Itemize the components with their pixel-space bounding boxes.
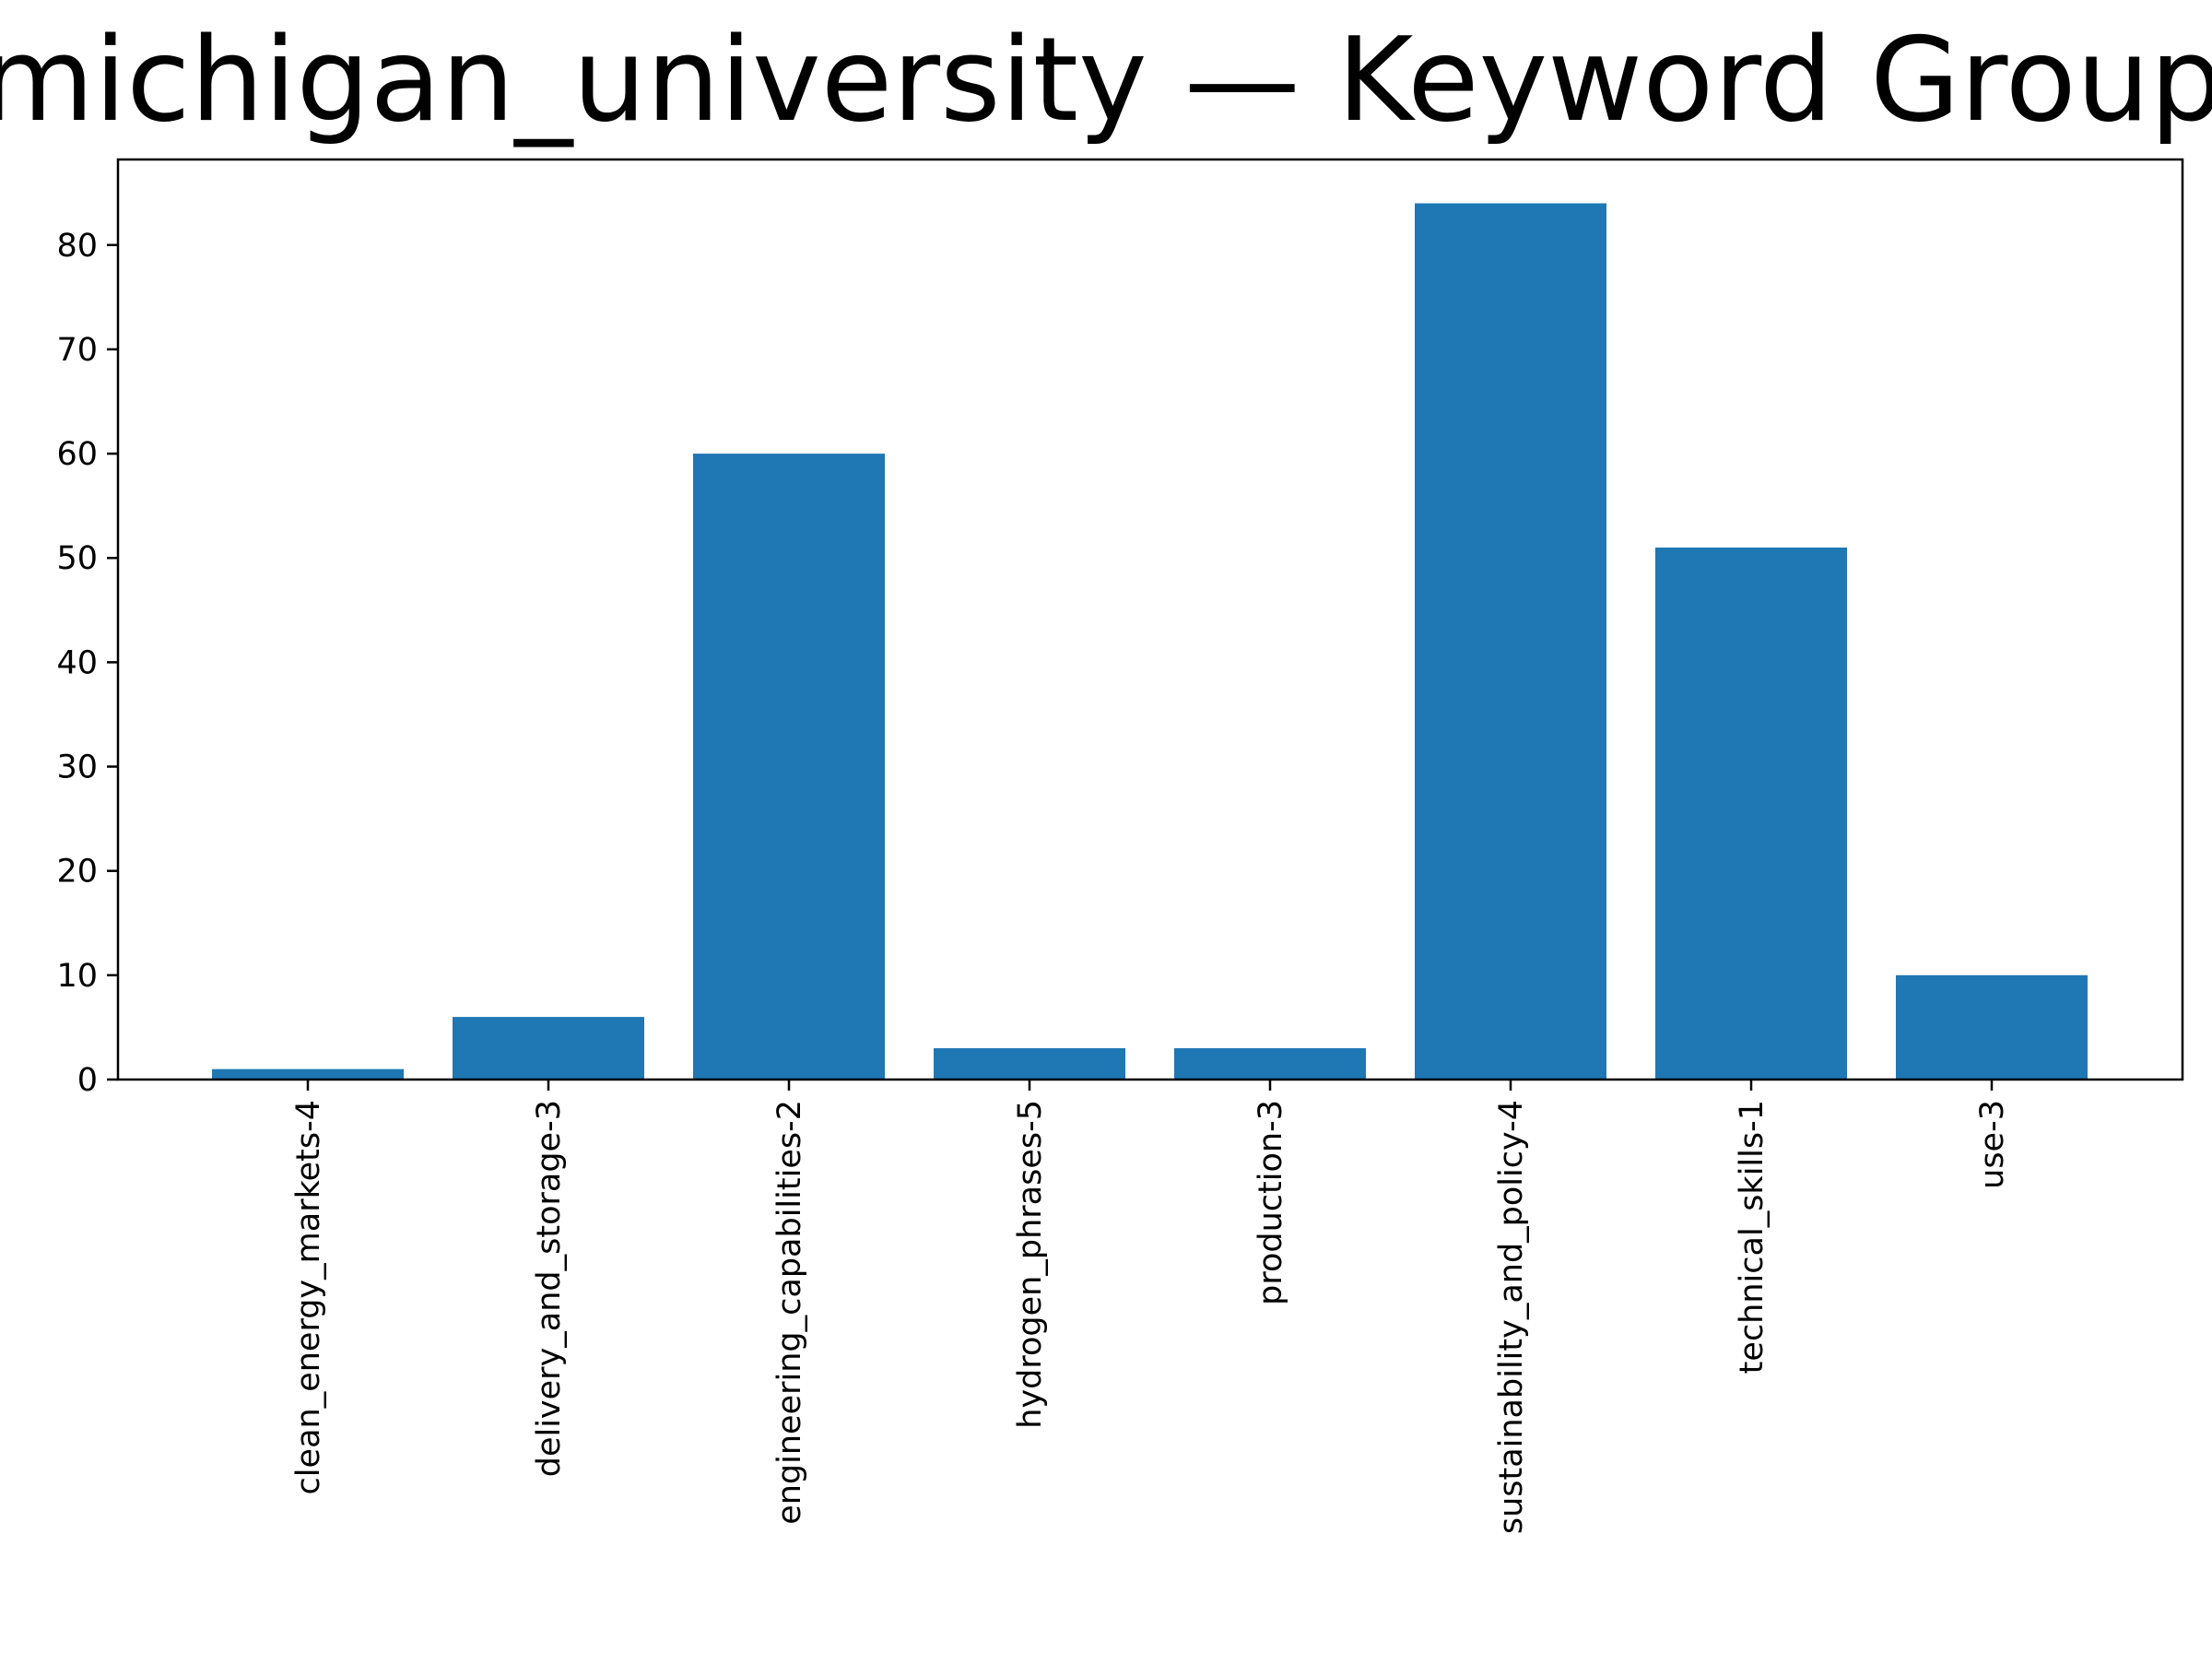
bar-engineering_capabilities-2 [693,454,885,1080]
chart-title: michigan_university — Keyword Group [0,12,2212,148]
x-tick-label: technical_skills-1 [1734,1100,1771,1374]
y-tick-label: 70 [56,332,98,369]
y-tick-label: 10 [56,958,98,995]
plot-frame [116,158,2184,1081]
x-tick-label: delivery_and_storage-3 [531,1100,568,1477]
x-tick-label: hydrogen_phrases-5 [1012,1100,1049,1429]
y-axis: 0 10 20 30 40 50 60 70 80 [56,228,118,1099]
x-tick-label: use-3 [1974,1100,2011,1189]
bar-clean_energy_markets-4 [212,1068,404,1080]
y-tick-label: 60 [56,436,98,473]
bar-sustainability_and_policy-4 [1415,203,1606,1080]
y-tick-label: 50 [56,540,98,577]
x-tick-label: engineering_capabilities-2 [771,1100,808,1525]
bar-technical_skills-1 [1655,547,1847,1080]
y-tick-label: 20 [56,854,98,891]
bar-hydrogen_phrases-5 [934,1048,1125,1080]
y-tick-label: 0 [77,1062,98,1099]
x-tick-label: sustainability_and_policy-4 [1493,1100,1530,1534]
x-axis: clean_energy_markets-4 delivery_and_stora… [290,1080,2011,1534]
x-tick-label: production-3 [1253,1100,1289,1305]
bars-group [212,203,2088,1080]
y-tick-label: 40 [56,644,98,681]
y-tick-label: 80 [56,228,98,265]
bar-use-3 [1896,974,2088,1080]
y-tick-label: 30 [56,749,98,786]
bar-delivery_and_storage-3 [453,1017,644,1080]
bar-production-3 [1174,1048,1366,1080]
x-tick-label: clean_energy_markets-4 [290,1100,327,1494]
